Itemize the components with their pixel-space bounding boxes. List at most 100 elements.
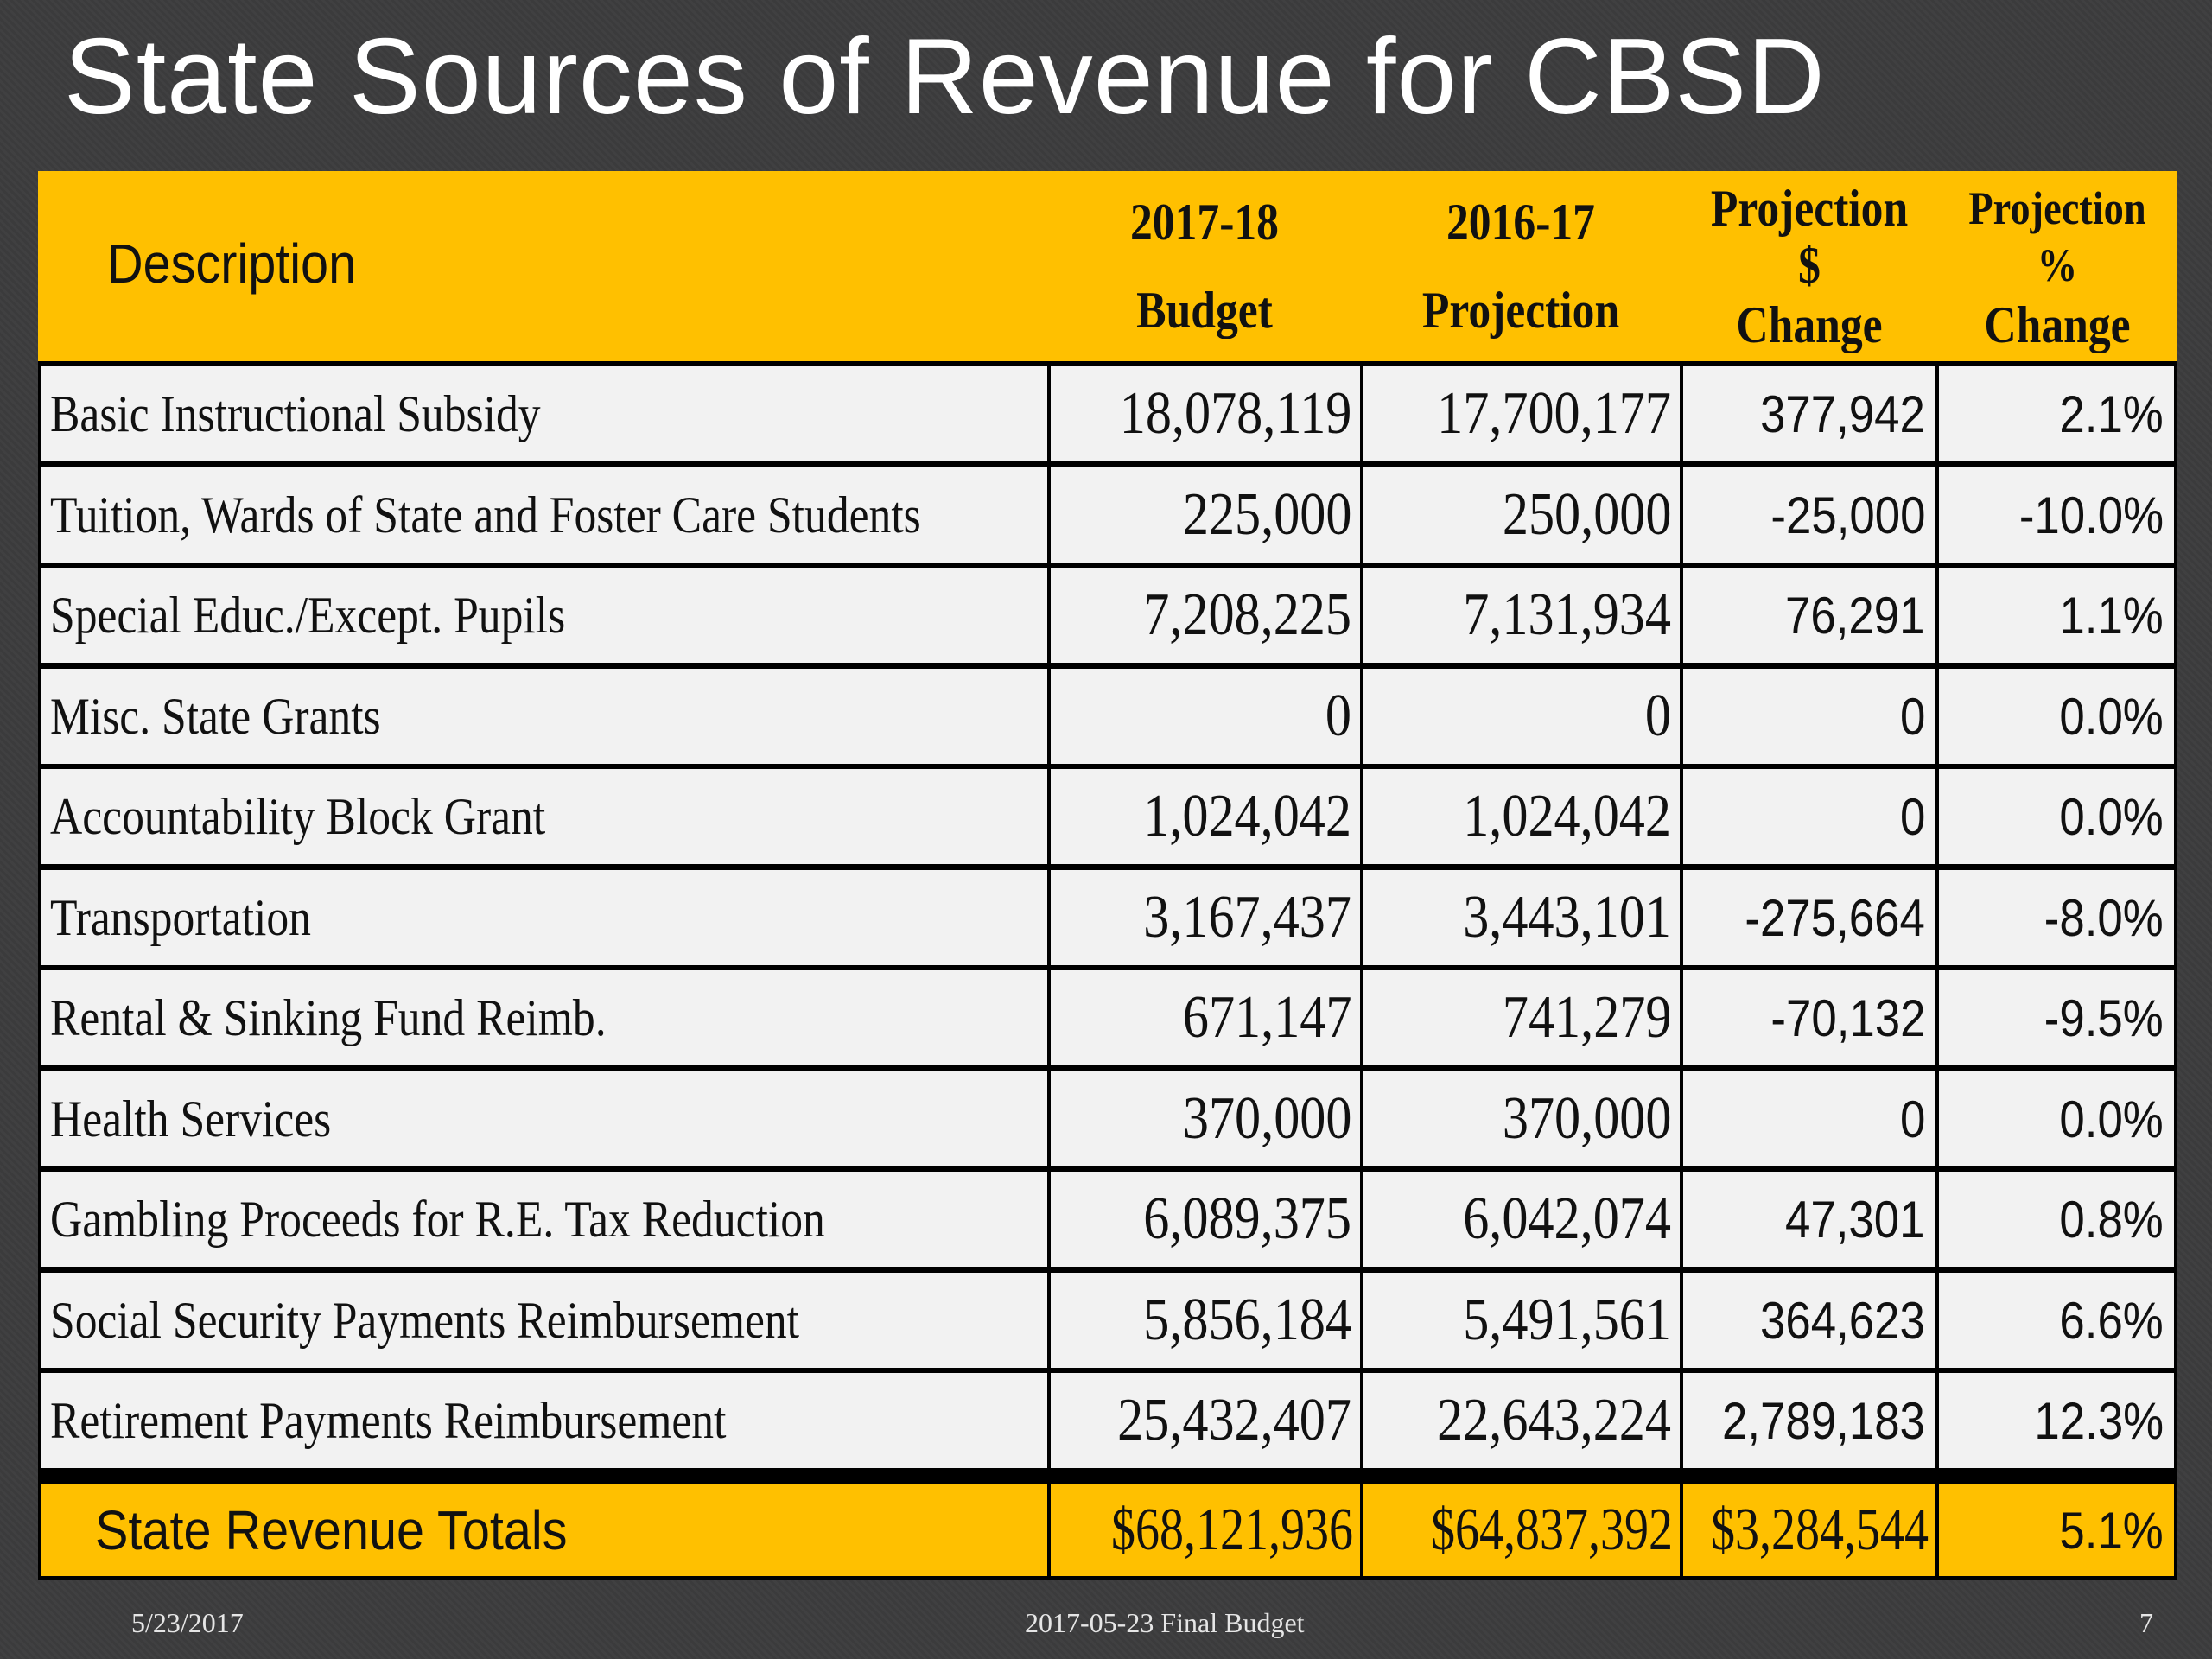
table-cell-projection: 250,000 <box>1363 467 1680 563</box>
table-cell-projection: 6,042,074 <box>1363 1172 1680 1267</box>
table-cell-text: 3,167,437 <box>1143 884 1351 950</box>
table-cell-change: 377,942 <box>1683 366 1936 461</box>
revenue-table: Description 2017-18 Budget 2016-17 Proje… <box>38 171 2177 1580</box>
total-cell-budget: $68,121,936 <box>1051 1484 1360 1576</box>
table-cell-pct: 6.6% <box>1939 1273 2174 1368</box>
table-cell-description: Social Security Payments Reimbursement <box>41 1273 1047 1368</box>
table-cell-pct: 0.8% <box>1939 1172 2174 1267</box>
total-cell-text: $68,121,936 <box>1111 1497 1353 1563</box>
table-cell-text: 25,432,407 <box>1117 1387 1351 1453</box>
table-cell-description: Misc. State Grants <box>41 669 1047 764</box>
table-cell-budget: 671,147 <box>1051 970 1360 1065</box>
table-cell-text: 6.6% <box>2059 1291 2164 1350</box>
header-pct-change-line2: Change <box>1984 296 2131 353</box>
table-cell-description: Accountability Block Grant <box>41 769 1047 864</box>
table-cell-text: 18,078,119 <box>1119 380 1351 447</box>
header-budget-line2: Budget <box>1136 282 1273 339</box>
table-cell-change: -25,000 <box>1683 467 1936 563</box>
table-cell-text: 2.1% <box>2059 385 2164 443</box>
total-cell-text: 5.1% <box>2059 1501 2164 1560</box>
header-budget: 2017-18 Budget <box>1071 178 1338 354</box>
table-cell-text: 225,000 <box>1182 481 1351 548</box>
table-cell-text: 370,000 <box>1182 1085 1351 1152</box>
table-cell-change: -275,664 <box>1683 870 1936 965</box>
table-cell-change: 76,291 <box>1683 568 1936 663</box>
footer-date: 5/23/2017 <box>131 1607 244 1638</box>
table-cell-text: 3,443,101 <box>1463 884 1671 950</box>
table-cell-text: Rental & Sinking Fund Reimb. <box>50 988 607 1046</box>
table-cell-text: 7,208,225 <box>1143 582 1351 648</box>
table-cell-text: 6,089,375 <box>1143 1185 1351 1252</box>
table-cell-description: Tuition, Wards of State and Foster Care … <box>41 467 1047 563</box>
table-cell-text: 17,700,177 <box>1437 380 1671 447</box>
total-cell-change: $3,284,544 <box>1683 1484 1936 1576</box>
total-cell-projection: $64,837,392 <box>1363 1484 1680 1576</box>
table-cell-text: Special Educ./Except. Pupils <box>50 586 566 644</box>
table-cell-description: Rental & Sinking Fund Reimb. <box>41 970 1047 1065</box>
table-cell-projection: 17,700,177 <box>1363 366 1680 461</box>
table-cell-text: -8.0% <box>2044 888 2164 947</box>
table-cell-change: 0 <box>1683 669 1936 764</box>
table-cell-text: 0.0% <box>2059 787 2164 846</box>
header-dollar-change: Projection $ Change <box>1700 178 1920 354</box>
header-dollar-change-line2: Change <box>1736 296 1883 353</box>
table-cell-description: Retirement Payments Reimbursement <box>41 1373 1047 1468</box>
header-projection-line2: Projection <box>1421 282 1620 339</box>
table-cell-pct: -9.5% <box>1939 970 2174 1065</box>
total-cell-text: $3,284,544 <box>1711 1497 1929 1563</box>
header-dollar-change-line1: Projection $ <box>1710 179 1909 294</box>
table-cell-projection: 3,443,101 <box>1363 870 1680 965</box>
table-cell-budget: 7,208,225 <box>1051 568 1360 663</box>
table-cell-text: 0 <box>1899 1090 1925 1148</box>
table-cell-budget: 3,167,437 <box>1051 870 1360 965</box>
table-cell-text: -9.5% <box>2044 988 2164 1047</box>
table-cell-text: Misc. State Grants <box>50 687 381 745</box>
table-cell-pct: 0.0% <box>1939 769 2174 864</box>
table-cell-text: 0.0% <box>2059 687 2164 746</box>
table-cell-text: 2,789,183 <box>1722 1391 1925 1450</box>
table-cell-text: 0 <box>1899 687 1925 746</box>
header-description: Description <box>107 232 357 295</box>
header-pct-change-line1: Projection % <box>1968 181 2146 291</box>
header-projection: 2016-17 Projection <box>1382 178 1659 354</box>
footer-center-text: 2017-05-23 Final Budget <box>1025 1607 1305 1638</box>
header-budget-line1: 2017-18 <box>1130 194 1279 251</box>
table-cell-text: 0 <box>1644 683 1671 749</box>
table-cell-text: 671,147 <box>1182 984 1351 1051</box>
table-cell-pct: -8.0% <box>1939 870 2174 965</box>
table-cell-text: -275,664 <box>1745 888 1925 947</box>
table-cell-text: -25,000 <box>1770 486 1925 544</box>
table-cell-description: Gambling Proceeds for R.E. Tax Reduction <box>41 1172 1047 1267</box>
table-cell-projection: 741,279 <box>1363 970 1680 1065</box>
table-cell-projection: 5,491,561 <box>1363 1273 1680 1368</box>
table-cell-change: 2,789,183 <box>1683 1373 1936 1468</box>
table-cell-text: 1,024,042 <box>1143 783 1351 849</box>
table-cell-change: 0 <box>1683 769 1936 864</box>
table-cell-pct: 2.1% <box>1939 366 2174 461</box>
table-cell-text: 364,623 <box>1760 1291 1925 1350</box>
table-cell-description: Health Services <box>41 1071 1047 1166</box>
table-cell-text: 0 <box>1899 787 1925 846</box>
table-cell-text: 741,279 <box>1502 984 1671 1051</box>
table-cell-text: Social Security Payments Reimbursement <box>50 1291 800 1349</box>
total-cell-text: $64,837,392 <box>1431 1497 1673 1563</box>
table-cell-text: 1,024,042 <box>1463 783 1671 849</box>
footer-page-number: 7 <box>2139 1607 2153 1638</box>
table-cell-pct: -10.0% <box>1939 467 2174 563</box>
table-cell-text: -70,132 <box>1770 988 1925 1047</box>
table-cell-projection: 22,643,224 <box>1363 1373 1680 1468</box>
table-cell-change: 0 <box>1683 1071 1936 1166</box>
table-cell-projection: 7,131,934 <box>1363 568 1680 663</box>
table-cell-pct: 12.3% <box>1939 1373 2174 1468</box>
table-cell-budget: 5,856,184 <box>1051 1273 1360 1368</box>
table-cell-budget: 18,078,119 <box>1051 366 1360 461</box>
table-cell-text: 0.8% <box>2059 1190 2164 1249</box>
table-cell-description: Transportation <box>41 870 1047 965</box>
table-cell-text: 7,131,934 <box>1463 582 1671 648</box>
table-cell-projection: 370,000 <box>1363 1071 1680 1166</box>
table-cell-pct: 1.1% <box>1939 568 2174 663</box>
table-cell-projection: 0 <box>1363 669 1680 764</box>
table-cell-text: 250,000 <box>1502 481 1671 548</box>
table-cell-text: Retirement Payments Reimbursement <box>50 1391 727 1449</box>
table-cell-pct: 0.0% <box>1939 669 2174 764</box>
